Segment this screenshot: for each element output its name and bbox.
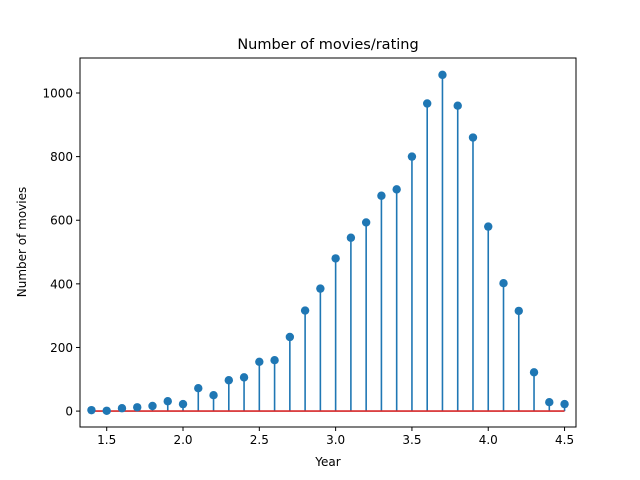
y-tick-label-3: 600	[50, 214, 73, 228]
x-axis: 1.5 2.0 2.5 3.0 3.5 4.0 4.5	[97, 427, 574, 447]
stem-marker-27	[499, 279, 508, 288]
axes-frame	[79, 57, 577, 428]
stem-marker-19	[377, 191, 386, 200]
stem-marker-18	[361, 218, 371, 227]
x-tick-label-0: 1.5	[97, 433, 116, 447]
stem-marker-31	[560, 399, 569, 409]
stem-marker-12	[270, 355, 279, 365]
stem-marker-21	[407, 152, 417, 161]
stem-marker-13	[285, 332, 295, 342]
stem-marker-10	[239, 373, 249, 382]
stem-marker-22	[423, 99, 432, 108]
stem-marker-4	[148, 401, 157, 411]
stem-marker-9	[224, 376, 233, 385]
y-tick-label-2: 400	[50, 277, 73, 291]
stem-marker-15	[316, 284, 325, 293]
stem-marker-23	[438, 70, 447, 80]
stem-marker-28	[514, 306, 523, 316]
chart-title: Number of movies/rating	[237, 37, 418, 53]
stem-marker-11	[255, 357, 264, 366]
y-axis-title: Number of movies	[15, 187, 29, 298]
stem-marker-3	[133, 403, 142, 412]
stem-marker-20	[392, 185, 401, 194]
stem-marker-0	[87, 405, 96, 415]
y-axis: 0 200 400 600 800 1000	[42, 86, 80, 419]
stem-marker-8	[209, 390, 218, 400]
plot-area	[87, 70, 569, 415]
stem-marker-30	[545, 397, 554, 407]
x-tick-label-5: 4.0	[479, 433, 498, 447]
x-tick-label-3: 3.0	[326, 433, 345, 447]
y-tick-label-0: 0	[65, 405, 73, 419]
stem-marker-29	[529, 368, 539, 377]
stem-marker-24	[453, 101, 462, 110]
stem-marker-7	[194, 383, 203, 393]
stem-marker-26	[484, 222, 493, 231]
y-tick-label-1: 200	[50, 341, 73, 355]
y-tick-label-5: 1000	[42, 86, 73, 100]
stem-marker-1	[102, 406, 111, 415]
x-tick-label-1: 2.0	[173, 433, 192, 447]
stem-marker-14	[300, 306, 310, 315]
stem-marker-6	[178, 399, 188, 409]
stem-marker-25	[468, 133, 478, 142]
x-axis-title: Year	[314, 455, 340, 469]
y-tick-label-4: 800	[50, 150, 73, 164]
x-tick-label-4: 3.5	[402, 433, 421, 447]
stem-marker-5	[163, 397, 172, 406]
stem-marker-17	[346, 233, 356, 242]
stem-marker-2	[117, 404, 127, 413]
x-tick-label-6: 4.5	[555, 433, 574, 447]
x-tick-label-2: 2.5	[250, 433, 269, 447]
stem-marker-16	[331, 254, 340, 263]
